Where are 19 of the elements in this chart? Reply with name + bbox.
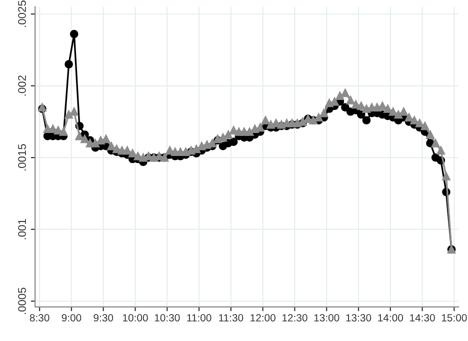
x-tick-label: 11:30 xyxy=(219,314,244,322)
x-tick-label: 9:30 xyxy=(94,314,114,322)
x-tick-label: 10:30 xyxy=(154,314,180,322)
x-tick-label: 15:00 xyxy=(442,314,467,322)
x-tick-label: 10:00 xyxy=(123,314,148,322)
x-tick-label: 9:00 xyxy=(62,314,82,322)
x-tick-label: 13:00 xyxy=(314,314,340,322)
y-tick-label: .001 xyxy=(18,219,26,240)
x-tick-label: 12:00 xyxy=(250,314,276,322)
x-tick-label: 8:30 xyxy=(30,314,50,322)
x-tick-label: 14:30 xyxy=(410,314,435,322)
x-tick-label: 13:30 xyxy=(346,314,372,322)
x-tick-label: 11:00 xyxy=(187,314,212,322)
y-tick-label: .002 xyxy=(18,76,26,96)
y-tick-label: .0005 xyxy=(18,288,26,314)
x-tick-label: 12:30 xyxy=(282,314,308,322)
y-tick-label: .0015 xyxy=(18,144,26,170)
y-tick-label: .0025 xyxy=(18,0,26,27)
x-tick-label: 14:00 xyxy=(378,314,404,322)
